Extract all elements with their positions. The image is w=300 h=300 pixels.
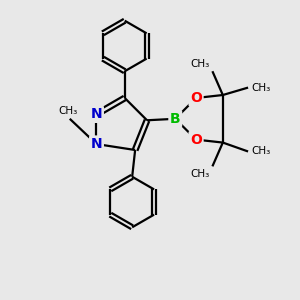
Text: B: B bbox=[170, 112, 181, 126]
Text: N: N bbox=[91, 137, 102, 151]
Text: O: O bbox=[190, 133, 202, 147]
Text: O: O bbox=[190, 91, 202, 105]
Text: CH₃: CH₃ bbox=[251, 146, 270, 157]
Text: CH₃: CH₃ bbox=[190, 59, 209, 69]
Text: CH₃: CH₃ bbox=[251, 82, 270, 93]
Text: CH₃: CH₃ bbox=[58, 106, 78, 116]
Text: N: N bbox=[91, 107, 102, 121]
Text: CH₃: CH₃ bbox=[190, 169, 209, 179]
